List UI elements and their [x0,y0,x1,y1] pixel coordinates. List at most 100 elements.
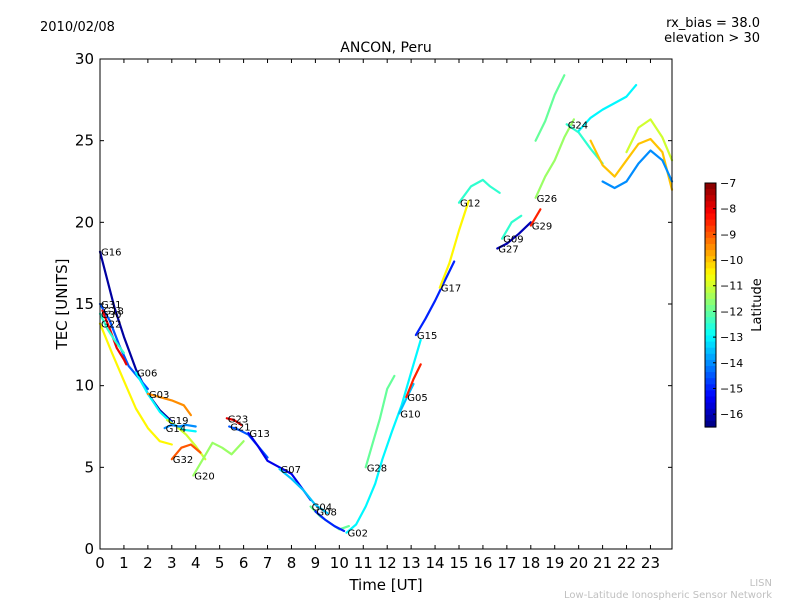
series-line-g06 [134,371,197,433]
colorbar-segment [705,359,716,367]
colorbar-segment [705,274,716,282]
colorbar-segment [705,250,716,257]
colorbar-segment [705,225,716,233]
colorbar-segment [705,189,716,196]
colorbar-segment [705,231,716,239]
series-label-g15: G15 [417,331,437,342]
series-label-g07: G07 [281,465,301,476]
colorbar-segment [705,286,716,294]
colorbar-segment [705,244,716,251]
colorbar-segment [705,201,716,208]
series-label-g17: G17 [441,284,461,295]
colorbar-label: Latitude [750,278,765,332]
series-line-series-a [589,137,674,191]
y-axis: 0 5 10 15 20 25 30 [75,50,672,558]
colorbar-segment [705,414,716,422]
series-label-g10: G10 [400,409,420,420]
colorbar-tick-label: −15 [720,382,743,395]
x-tick-label: 19 [545,554,564,572]
colorbar: −7 −8 −9 −10 −11 −12 −13 −14 −15 −16 [704,177,743,428]
colorbar-segment [705,183,716,190]
series-label-g02: G02 [348,529,368,540]
x-tick-label: 2 [143,554,153,572]
colorbar-segment [705,262,716,269]
series-label-g18: G18 [103,307,123,318]
x-tick-label: 4 [191,554,201,572]
x-tick-label: 0 [95,554,105,572]
date-label: 2010/02/08 [40,20,115,35]
y-tick-label: 10 [75,377,94,395]
series-line-g10 [398,382,415,415]
colorbar-segment [705,390,716,398]
series-line-g26 [534,118,576,199]
plot-area: G16G31G18G30G22G06G03G19G14G32G20G23G21G… [98,74,674,540]
series-line-g12 [457,178,501,204]
y-tick-label: 25 [75,132,94,150]
colorbar-segment [705,195,716,202]
colorbar-segment [705,341,716,349]
colorbar-segment [705,207,716,215]
series-line-g15 [414,260,456,337]
series-label-g05: G05 [407,393,427,404]
colorbar-tick-label: −14 [720,357,743,370]
colorbar-tick-label: −11 [720,280,743,293]
colorbar-segment [705,366,716,373]
series-label-g32: G32 [173,455,193,466]
series-line-g03 [146,392,192,417]
y-tick-label: 20 [75,213,94,231]
y-tick-label: 30 [75,50,94,68]
plot-frame [99,58,673,550]
series-label-g16: G16 [101,248,121,259]
x-tick-label: 23 [641,554,660,572]
y-tick-label: 15 [75,295,94,313]
colorbar-tick-label: −8 [720,203,736,216]
series-line-g24 [565,123,604,165]
colorbar-segment [705,329,716,337]
series-line-g05 [405,363,422,399]
x-tick-label: 7 [263,554,273,572]
colorbar-segment [705,384,716,391]
series-line-g13 [247,431,312,502]
x-tick-label: 22 [617,554,636,572]
series-line-g28 [364,374,396,469]
colorbar-segment [705,353,716,361]
series-label-g29: G29 [532,222,552,233]
x-tick-label: 14 [426,554,445,572]
series-line-g20 [192,440,245,477]
series-label-g24: G24 [568,120,588,131]
series-label-g28: G28 [367,463,387,474]
series-line-g29 [529,208,542,227]
colorbar-segment [705,298,716,306]
x-tick-label: 21 [593,554,612,572]
x-tick-label: 6 [239,554,249,572]
series-label-g19: G19 [168,416,188,427]
colorbar-segment [705,347,716,355]
colorbar-tick-label: −12 [720,305,743,318]
series-label-g20: G20 [194,472,214,483]
x-tick-label: 15 [449,554,468,572]
colorbar-segment [705,292,716,300]
series-line-g32 [170,443,202,461]
series-line-series-e [625,118,674,162]
series-line-g18 [101,309,128,366]
x-tick-label: 10 [330,554,349,572]
colorbar-segment [705,408,716,416]
y-tick-label: 5 [84,458,94,476]
series-line-g07 [278,467,329,515]
x-tick-label: 3 [167,554,177,572]
x-tick-label: 16 [473,554,492,572]
colorbar-tick-label: −7 [720,177,736,190]
colorbar-segment [705,396,716,404]
series-line-g09 [501,214,523,240]
colorbar-tick-label: −10 [720,254,743,267]
series-label-g21: G21 [230,423,250,434]
series-label-g31: G31 [101,300,121,311]
x-tick-label: 9 [311,554,321,572]
series-label-g30: G30 [101,310,121,321]
x-tick-label: 11 [354,554,373,572]
info-line-elevation: elevation > 30 [664,31,760,46]
watermark-logo: LISN [750,578,772,589]
series-line-g14 [163,423,197,430]
colorbar-segment [705,311,716,318]
series-label-g04: G04 [312,503,332,514]
